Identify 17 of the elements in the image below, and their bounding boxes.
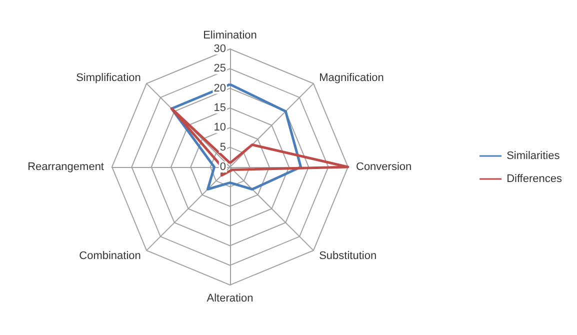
y-tick-label: 20 <box>214 82 226 94</box>
spoke-label: Alteration <box>206 292 254 304</box>
spoke-label: Simplification <box>76 72 141 84</box>
y-tick-label: 10 <box>214 122 226 134</box>
spoke-label: Substitution <box>319 250 377 262</box>
y-tick-label: 25 <box>214 62 226 75</box>
spoke-label: Conversion <box>356 161 412 173</box>
y-tick-label: 5 <box>220 141 226 154</box>
legend-label: Differences <box>506 173 562 185</box>
y-tick-label: 30 <box>214 43 226 55</box>
y-tick-label: 0 <box>220 161 226 173</box>
spoke-label: Elimination <box>203 30 257 42</box>
spoke-label: Combination <box>79 250 141 262</box>
legend-label: Similarities <box>506 150 560 162</box>
spoke-label: Rearrangement <box>28 161 104 173</box>
y-tick-label: 15 <box>214 102 226 114</box>
spoke-label: Magnification <box>319 72 384 84</box>
